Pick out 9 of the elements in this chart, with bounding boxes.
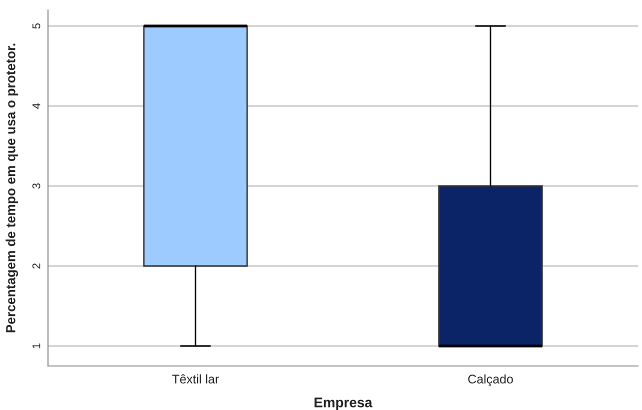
x-tick-label: Têxtil lar	[172, 374, 219, 384]
y-tick-label: 4	[32, 103, 40, 109]
y-tick-label: 1	[32, 343, 40, 348]
y-tick-label: 3	[32, 183, 40, 189]
y-tick-label: 2	[32, 263, 40, 269]
y-axis-title: Percentagem de tempo em que usa o protetor.	[6, 44, 18, 332]
x-tick-label: Calçado	[468, 374, 513, 386]
x-axis-title: Empresa	[314, 398, 372, 410]
y-tick-label: 5	[32, 23, 40, 29]
